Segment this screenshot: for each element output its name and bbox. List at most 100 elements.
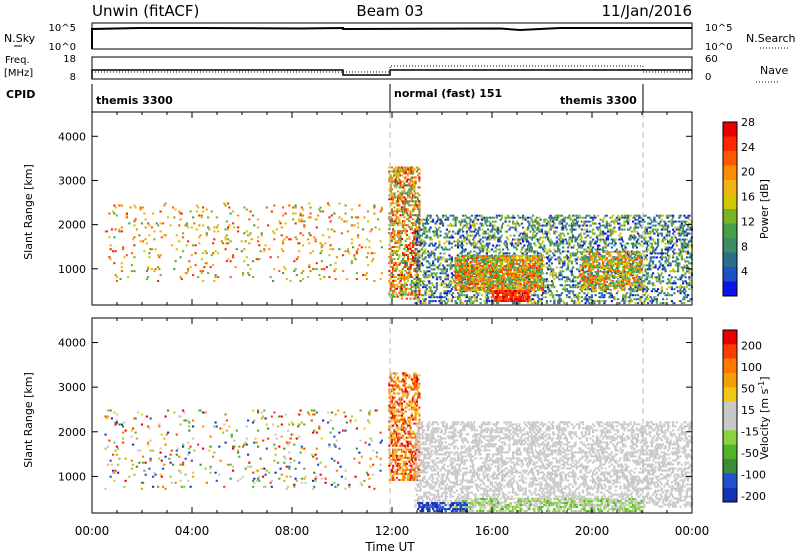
- data-cell: [565, 268, 568, 271]
- data-cell: [498, 284, 501, 287]
- data-cell: [263, 250, 266, 253]
- data-cell: [572, 222, 575, 225]
- data-cell: [500, 224, 503, 227]
- data-cell: [649, 232, 652, 235]
- data-cell: [407, 208, 410, 211]
- data-cell: [215, 216, 218, 219]
- data-cell: [400, 224, 403, 227]
- data-cell: [429, 214, 432, 217]
- data-cell: [640, 240, 643, 243]
- data-cell: [414, 291, 417, 294]
- data-cell: [634, 226, 637, 229]
- data-cell: [674, 242, 677, 245]
- data-cell: [475, 274, 478, 277]
- data-cell: [504, 240, 507, 243]
- data-cell: [530, 302, 533, 305]
- data-cell: [424, 248, 427, 251]
- data-cell: [403, 216, 406, 219]
- data-cell: [644, 256, 647, 259]
- data-cell: [524, 248, 527, 251]
- data-cell: [599, 296, 602, 299]
- data-cell: [574, 280, 577, 283]
- data-cell: [418, 265, 421, 268]
- data-cell: [517, 222, 520, 225]
- data-cell: [535, 238, 538, 241]
- data-cell: [688, 228, 691, 231]
- data-cell: [105, 230, 108, 233]
- data-cell: [687, 214, 690, 217]
- data-cell: [198, 224, 201, 227]
- data-cell: [237, 230, 240, 233]
- data-cell: [397, 222, 400, 225]
- data-cell: [405, 234, 408, 237]
- data-cell: [447, 216, 450, 219]
- data-cell: [505, 282, 508, 285]
- data-cell: [572, 220, 575, 223]
- data-cell: [367, 210, 370, 213]
- data-cell: [412, 232, 415, 235]
- data-cell: [598, 276, 601, 279]
- data-cell: [573, 294, 576, 297]
- data-cell: [493, 228, 496, 231]
- data-cell: [402, 220, 405, 223]
- data-cell: [469, 224, 472, 227]
- data-cell: [649, 222, 652, 225]
- data-cell: [503, 252, 506, 255]
- data-cell: [489, 290, 492, 293]
- data-cell: [155, 222, 158, 225]
- data-cell: [563, 276, 566, 279]
- data-cell: [495, 286, 498, 289]
- data-cell: [407, 267, 410, 270]
- data-cell: [660, 286, 663, 289]
- data-cell: [683, 266, 686, 269]
- data-cell: [388, 212, 391, 215]
- data-cell: [504, 288, 507, 291]
- data-cell: [320, 250, 323, 253]
- data-cell: [610, 238, 613, 241]
- data-cell: [613, 298, 616, 301]
- data-cell: [513, 267, 516, 269]
- data-cell: [302, 278, 305, 281]
- data-cell: [684, 260, 687, 263]
- data-cell: [638, 266, 641, 269]
- data-cell: [643, 236, 646, 239]
- data-cell: [408, 170, 411, 173]
- data-cell: [473, 278, 476, 281]
- data-cell: [643, 264, 646, 267]
- data-cell: [414, 281, 417, 284]
- data-cell: [147, 266, 150, 269]
- data-cell: [415, 252, 418, 255]
- data-cell: [462, 290, 465, 293]
- data-cell: [394, 287, 397, 290]
- data-cell: [552, 294, 555, 297]
- data-cell: [402, 230, 405, 233]
- data-cell: [413, 236, 416, 239]
- data-cell: [497, 240, 500, 243]
- data-cell: [503, 282, 506, 285]
- data-cell: [579, 258, 582, 261]
- data-cell: [400, 232, 403, 235]
- data-cell: [479, 270, 482, 273]
- data-cell: [399, 291, 402, 294]
- data-cell: [428, 266, 431, 269]
- data-cell: [560, 278, 563, 281]
- data-cell: [653, 284, 656, 287]
- data-cell: [660, 254, 663, 257]
- data-cell: [684, 272, 687, 275]
- data-cell: [562, 250, 565, 253]
- data-cell: [510, 280, 513, 283]
- data-cell: [517, 267, 520, 269]
- data-cell: [460, 228, 463, 231]
- data-cell: [445, 274, 448, 277]
- data-cell: [664, 294, 667, 297]
- data-cell: [443, 268, 446, 271]
- data-cell: [334, 262, 337, 265]
- data-cell: [180, 278, 183, 281]
- data-cell: [483, 255, 486, 258]
- data-cell: [637, 214, 640, 217]
- data-cell: [405, 184, 408, 187]
- data-cell: [503, 242, 506, 245]
- data-cell: [347, 250, 350, 253]
- data-cell: [477, 275, 480, 277]
- data-cell: [419, 284, 422, 287]
